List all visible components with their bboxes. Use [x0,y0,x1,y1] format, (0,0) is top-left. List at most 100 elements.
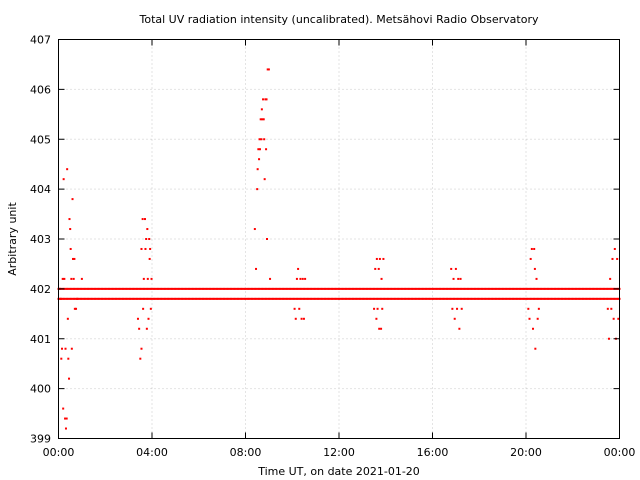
data-point [551,287,554,290]
data-point [157,297,160,300]
data-point [221,297,224,300]
data-point [352,287,355,290]
data-point [146,277,149,280]
data-point [71,257,74,260]
data-point [65,417,68,420]
data-point [159,297,162,300]
data-point [257,148,260,151]
data-point [283,297,286,300]
data-point [102,287,105,290]
data-point [126,287,129,290]
data-point [235,287,238,290]
data-point [244,297,247,300]
data-point [598,297,601,300]
y-tick-label: 402 [30,283,51,296]
data-point [504,287,507,290]
data-point [255,267,258,270]
data-point [286,297,289,300]
data-point [88,287,91,290]
data-point [138,297,141,300]
data-point [295,287,298,290]
data-point [149,307,152,310]
data-point [279,287,282,290]
data-point [263,297,266,300]
data-point [430,297,433,300]
data-point [366,297,369,300]
data-point [80,277,83,280]
data-point [593,297,596,300]
data-point [614,297,617,300]
data-point [479,297,482,300]
data-point [356,297,359,300]
data-point [70,297,73,300]
data-point [503,287,506,290]
data-point [488,287,491,290]
data-point [353,287,356,290]
data-point [65,297,68,300]
data-point [176,287,179,290]
data-point [495,287,498,290]
data-point [566,297,569,300]
data-point [443,297,446,300]
data-point [582,287,585,290]
data-point [89,287,92,290]
data-point [401,297,404,300]
data-point [333,287,336,290]
data-point [234,287,237,290]
data-point [450,267,453,270]
data-point [59,297,62,300]
data-point [206,297,209,300]
data-point [122,287,125,290]
data-point [387,297,390,300]
data-point [433,287,436,290]
data-point [82,297,85,300]
data-point [77,287,80,290]
data-point [580,287,583,290]
data-point [196,297,199,300]
data-point [472,297,475,300]
data-point [541,297,544,300]
data-point [338,297,340,300]
data-point [562,287,565,290]
data-point [516,297,519,300]
data-point [263,287,266,290]
x-tick-labels: 00:00 04:00 08:00 12:00 16:00 20:00 00:00 [43,446,636,459]
data-point [391,287,394,290]
data-point [364,287,367,290]
data-point [441,297,444,300]
data-point [68,377,71,380]
data-point [252,287,255,290]
data-point [441,287,444,290]
data-point [422,287,425,290]
y-tick-labels: 399 400 401 402 403 404 405 406 407 [30,34,51,446]
data-point [364,297,367,300]
data-point [352,297,355,300]
data-point [239,287,242,290]
data-point [267,287,270,290]
data-point [373,287,376,290]
data-point [307,287,310,290]
data-point [86,287,89,290]
data-point [377,297,380,300]
data-point [523,287,526,290]
data-point [147,287,150,290]
data-point [467,287,470,290]
data-point [68,218,71,221]
data-point [298,307,301,310]
data-point [497,297,500,300]
data-point [403,287,406,290]
data-point [360,287,363,290]
data-point [207,287,210,290]
data-point [326,287,329,290]
data-point [178,287,181,290]
data-point [475,297,478,300]
data-point [389,297,392,300]
data-point [368,297,371,300]
data-point [490,297,493,300]
data-point [575,287,578,290]
data-point [214,297,217,300]
data-point [124,287,127,290]
data-point [481,287,484,290]
data-point [84,297,87,300]
